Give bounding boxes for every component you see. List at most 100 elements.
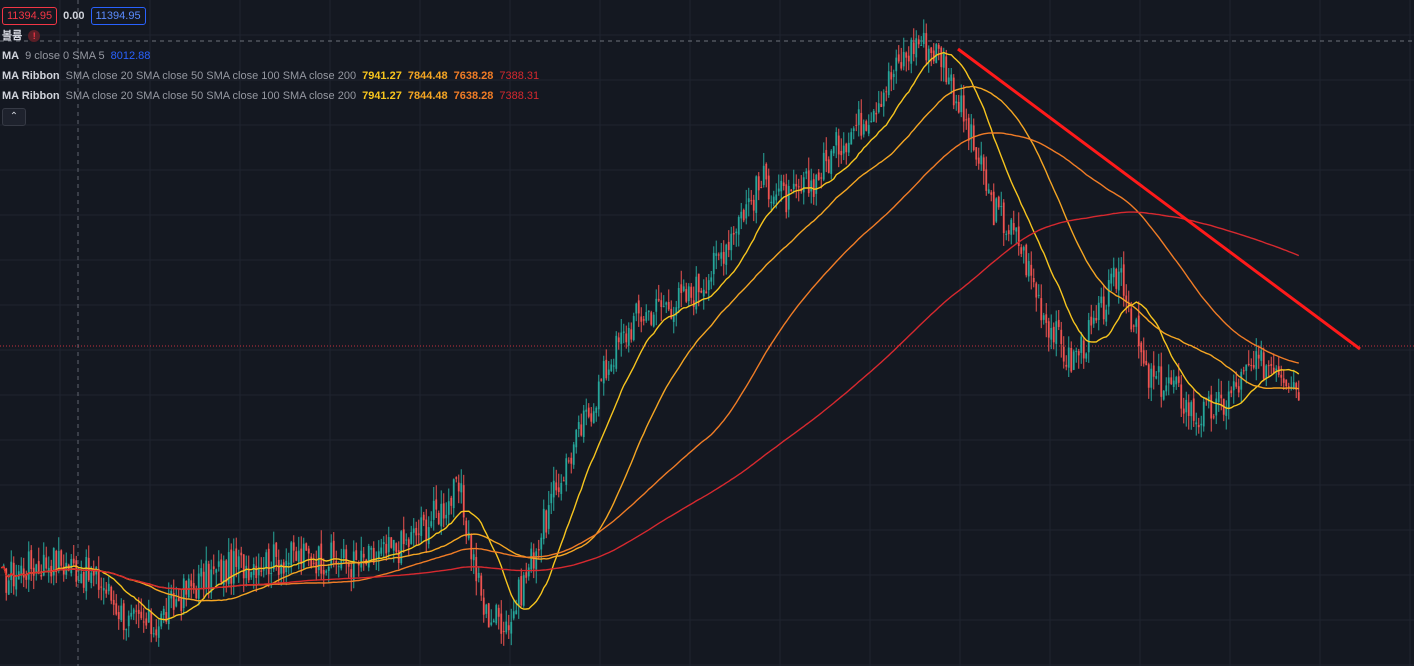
ma-value: 8012.88 [110,50,151,62]
candle [417,519,420,546]
price-badge-right[interactable]: 11394.95 [90,7,146,25]
trendline[interactable] [957,47,1361,351]
candle [1015,227,1018,244]
candle [935,42,938,64]
candle [1005,230,1008,241]
candle [1100,287,1103,308]
candle [162,605,165,624]
candle [837,128,840,168]
candle [1265,364,1268,387]
candle [77,568,80,584]
candle [1037,284,1040,299]
candle [147,599,150,624]
candle [735,228,738,247]
candle [1280,365,1283,387]
candle [1072,349,1075,371]
candle [557,473,560,498]
candle [27,541,30,592]
ma-ribbon-row-2[interactable]: MA Ribbon SMA close 20 SMA close 50 SMA … [2,86,539,106]
candle [625,325,628,349]
candle [1097,295,1100,331]
candle [1012,210,1015,235]
candle [502,621,505,646]
candle [122,599,125,640]
candle [90,566,93,589]
candle [37,547,40,575]
candle [787,179,790,218]
candle [325,569,328,576]
candle [1062,336,1065,369]
candle [765,162,768,188]
candle [360,536,363,572]
candle [500,600,503,644]
candle [652,312,655,328]
candle [927,45,930,73]
candle [205,546,208,596]
candle [620,319,623,357]
candle [1212,414,1215,420]
candle [342,538,345,564]
candle [187,574,190,600]
candle [790,188,793,192]
candle [315,550,318,581]
candle [672,306,675,334]
candle [1227,380,1230,420]
candle [972,118,975,152]
price-change: 0.00 [63,10,85,22]
candle [367,543,370,572]
candle [430,511,433,529]
candle [805,168,808,180]
candle [822,142,825,182]
candle [695,266,698,314]
candle [1267,360,1270,378]
candle [1152,351,1155,390]
chevron-up-icon[interactable]: ⌃ [2,108,26,126]
candle [587,403,590,419]
candle [255,556,258,592]
candle [1210,385,1213,432]
candle [60,549,63,570]
candle [152,627,155,638]
candle [890,65,893,92]
candle [1157,353,1160,385]
ma-title: MA [2,50,20,62]
candle [1025,243,1028,278]
candle [85,549,88,600]
candle [17,565,20,580]
candle [1070,341,1073,373]
volume-row[interactable]: 볼륨 ! [2,26,539,46]
candle [352,540,355,589]
candle [160,610,163,630]
candle [312,553,315,567]
candle [272,531,275,573]
candle [1060,321,1063,358]
candle [1065,355,1068,371]
candle [425,509,428,553]
price-badge-left[interactable]: 11394.95 [2,7,58,25]
candle [740,202,743,230]
warning-icon[interactable]: ! [28,30,41,42]
candle [97,556,100,599]
candle [1075,347,1078,363]
ma-ribbon-row-1[interactable]: MA Ribbon SMA close 20 SMA close 50 SMA … [2,66,539,86]
candle [150,608,153,643]
candle [847,132,850,157]
candle [645,304,648,323]
candle [485,603,488,619]
ma-row[interactable]: MA 9 close 0 SMA 5 8012.88 [2,46,539,66]
candle [262,556,265,578]
candle [1202,397,1205,432]
candle [387,526,390,559]
candle [962,85,965,133]
candle [825,137,828,173]
candle [780,174,783,202]
candle [607,360,610,381]
candle [420,506,423,544]
candle [355,542,358,561]
candle [732,226,735,245]
candle [287,552,290,575]
candle [107,576,110,595]
candle [855,113,858,132]
candle [570,452,573,474]
